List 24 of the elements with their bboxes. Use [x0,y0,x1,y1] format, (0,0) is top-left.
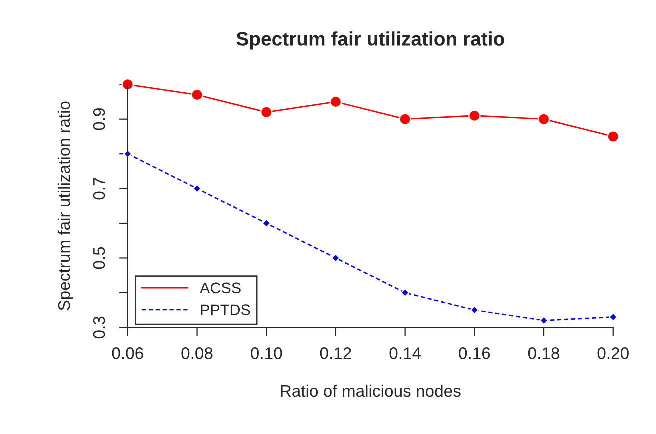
x-tick-label: 0.20 [598,348,629,360]
legend-label: ACSS [200,282,241,294]
y-tick-label: 0.5 [93,247,106,270]
y-axis-title: Spectrum fair utilization ratio [58,102,74,311]
x-tick-label: 0.14 [390,348,422,360]
x-tick-label: 0.18 [528,348,560,360]
x-tick-label: 0.06 [112,348,144,360]
chart-title: Spectrum fair utilization ratio [236,32,504,50]
y-tick-label: 0.3 [93,316,106,339]
legend-label: PPTDS [201,304,250,316]
point [399,113,412,126]
y-tick-label: 0.9 [93,108,106,130]
x-tick-label: 0.16 [459,348,490,360]
x-tick-label: 0.08 [182,348,213,360]
point [607,130,620,143]
x-tick-label: 0.10 [251,348,282,360]
point [468,110,481,122]
x-axis-title: Ratio of malicious nodes [281,384,461,398]
point [538,113,550,126]
point [330,96,342,108]
point [260,106,273,119]
y-tick-label: 0.7 [93,178,106,200]
point [191,88,204,102]
x-tick-label: 0.12 [320,348,352,360]
